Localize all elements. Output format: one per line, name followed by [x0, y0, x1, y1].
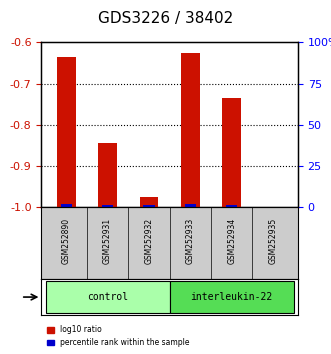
- Bar: [143, 205, 155, 207]
- Bar: [57, 57, 75, 207]
- Text: GSM252935: GSM252935: [268, 218, 278, 264]
- Bar: [102, 205, 113, 207]
- Legend: log10 ratio, percentile rank within the sample: log10 ratio, percentile rank within the …: [44, 322, 193, 350]
- Text: GSM252931: GSM252931: [103, 218, 112, 264]
- FancyBboxPatch shape: [170, 281, 294, 313]
- Text: GSM252932: GSM252932: [144, 218, 154, 264]
- FancyBboxPatch shape: [45, 281, 170, 313]
- Text: control: control: [87, 292, 128, 302]
- Bar: [98, 143, 117, 207]
- Bar: [140, 197, 158, 207]
- Text: GSM252934: GSM252934: [227, 218, 236, 264]
- Bar: [185, 204, 196, 207]
- Bar: [61, 204, 72, 207]
- Bar: [226, 205, 237, 207]
- Bar: [181, 53, 200, 207]
- Text: GSM252890: GSM252890: [62, 218, 71, 264]
- Bar: [222, 98, 241, 207]
- Text: GDS3226 / 38402: GDS3226 / 38402: [98, 11, 233, 25]
- Text: interleukin-22: interleukin-22: [191, 292, 273, 302]
- Text: GSM252933: GSM252933: [186, 218, 195, 264]
